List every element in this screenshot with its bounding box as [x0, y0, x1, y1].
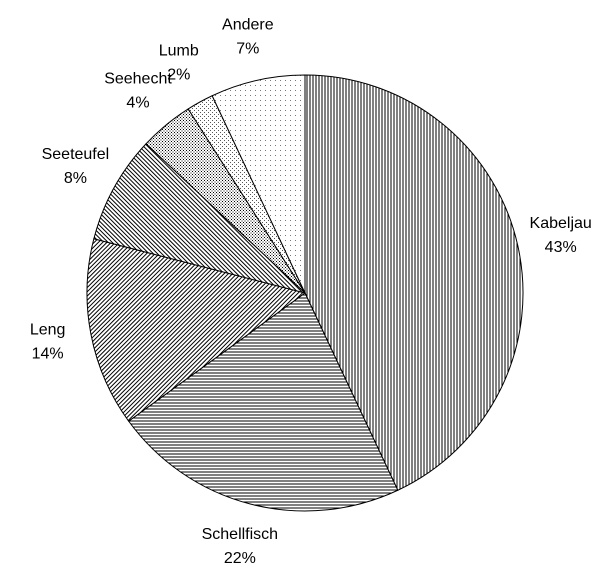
slice-label: Seeteufel: [42, 146, 110, 163]
slice-label: Schellfisch: [202, 526, 278, 543]
pie-slice: [93, 143, 306, 294]
slice-value-label: 2%: [167, 67, 190, 84]
slice-value-label: 4%: [126, 94, 149, 111]
pie-slice: [86, 238, 307, 422]
pie-slice: [304, 74, 524, 491]
pie-slice: [211, 74, 306, 294]
pie-slice: [127, 292, 399, 512]
slice-value-label: 7%: [236, 41, 259, 58]
slice-label: Lumb: [159, 43, 199, 60]
slice-label: Seehecht: [104, 70, 172, 87]
slice-label: Kabeljau: [530, 215, 592, 232]
slice-value-label: 8%: [64, 170, 87, 187]
slice-value-label: 22%: [224, 550, 256, 567]
slice-label: Andere: [222, 17, 274, 34]
slice-value-label: 14%: [32, 345, 64, 362]
slice-value-label: 43%: [545, 239, 577, 256]
slice-label: Leng: [30, 321, 66, 338]
